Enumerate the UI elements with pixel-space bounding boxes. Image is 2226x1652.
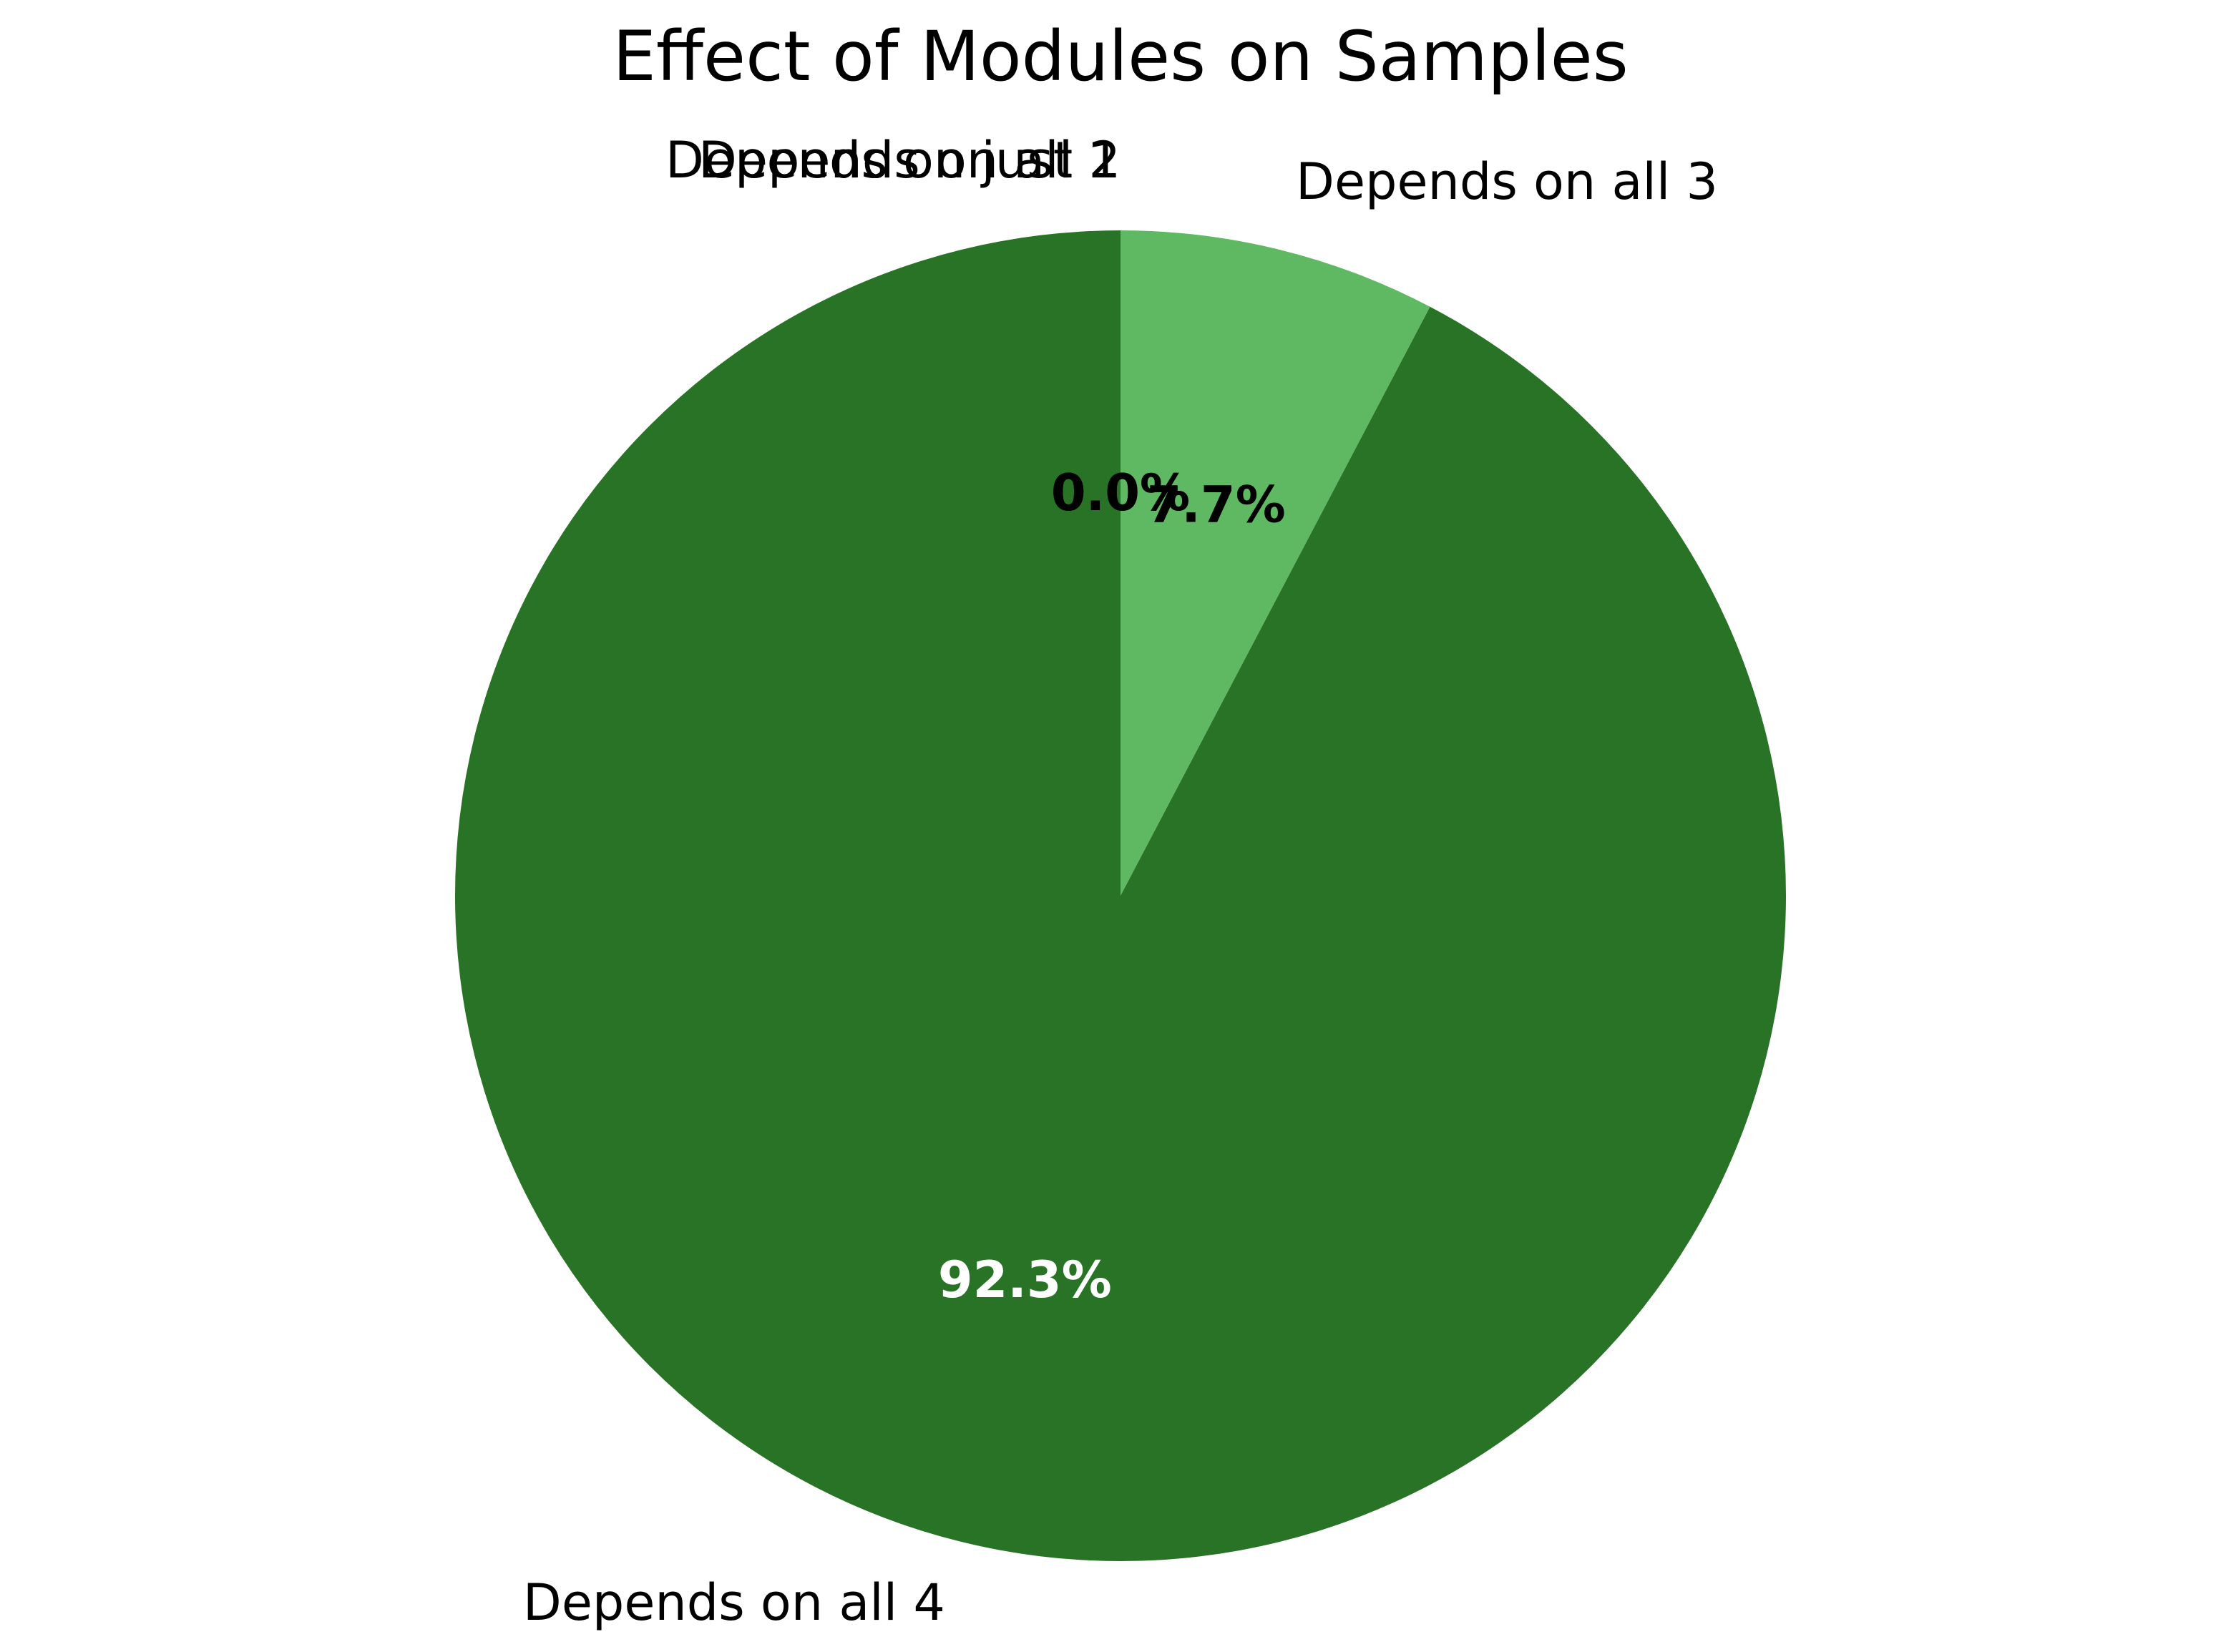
pie-slice-depends-on-all-4	[454, 230, 1786, 1561]
chart-title: Effect of Modules on Samples	[612, 16, 1629, 97]
percent-label-depends-on-all-2: 0.0%	[1051, 464, 1190, 522]
percent-label-depends-on-all-3: 7.7%	[1147, 475, 1286, 534]
pie-slices	[454, 230, 1786, 1561]
slice-label-depends-on-all-4: Depends on all 4	[523, 1573, 945, 1632]
percent-label-depends-on-all-4: 92.3%	[938, 1251, 1112, 1309]
pie-slice-depends-on-all-3	[1121, 230, 1430, 896]
slice-label-depends-on-just-1: Depends on just 1	[665, 131, 1121, 190]
percent-label-depends-on-just-1: 0.0%	[1051, 464, 1190, 522]
slice-label-depends-on-all-2: Depends on all 2	[698, 131, 1121, 190]
pie-percent-labels: 0.0%0.0%7.7%92.3%	[938, 464, 1286, 1309]
slice-label-depends-on-all-3: Depends on all 3	[1296, 152, 1718, 211]
